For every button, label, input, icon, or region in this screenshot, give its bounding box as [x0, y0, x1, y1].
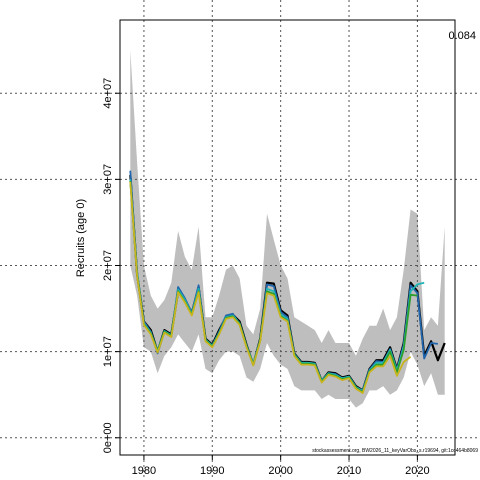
y-tick-label: 4e+07 — [102, 78, 114, 109]
y-tick-label: 2e+07 — [102, 250, 114, 281]
y-axis-title: Recruits (age 0) — [75, 199, 87, 277]
x-tick-label: 2010 — [337, 465, 361, 477]
y-tick-label: 3e+07 — [102, 164, 114, 195]
series-layer — [129, 170, 446, 394]
x-tick-label: 1980 — [132, 465, 156, 477]
y-tick-label: 0e+00 — [102, 422, 114, 453]
x-axis: 1980 1990 2000 2010 2020 — [132, 455, 430, 477]
series-line-5 — [129, 181, 412, 394]
footer-note: stockassessment.org, BW2026_11_keyVarObs… — [312, 448, 478, 454]
confidence-band-layer — [130, 50, 445, 408]
corner-value: 0.084 — [448, 30, 476, 42]
y-axis: 0e+00 1e+07 2e+07 3e+07 4e+07 — [102, 78, 120, 453]
x-tick-label: 2000 — [268, 465, 292, 477]
x-tick-label: 2020 — [405, 465, 429, 477]
confidence-band — [130, 50, 445, 408]
y-tick-label: 1e+07 — [102, 336, 114, 367]
plot-frame — [119, 19, 456, 456]
x-tick-label: 1990 — [200, 465, 224, 477]
